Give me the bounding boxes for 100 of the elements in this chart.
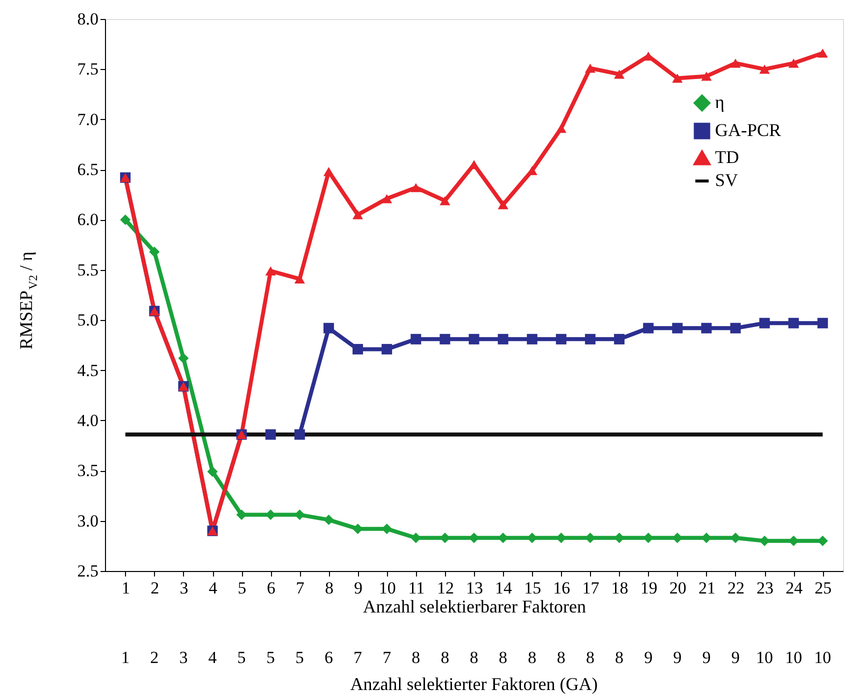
x-tick-label: 17 xyxy=(582,578,600,598)
point xyxy=(382,524,392,534)
y-tick-label: 6.5 xyxy=(77,160,98,180)
text: 8 xyxy=(470,648,478,667)
text: 9 xyxy=(702,648,711,667)
point xyxy=(382,344,392,354)
x-tick-label: 15 xyxy=(524,578,542,598)
point xyxy=(526,334,538,344)
point xyxy=(352,344,364,354)
point xyxy=(265,429,276,440)
point xyxy=(498,334,508,344)
text: 8 xyxy=(615,648,624,667)
text: 10 xyxy=(814,648,832,667)
legend-label: GA-PCR xyxy=(715,120,782,140)
x-tick-label: 13 xyxy=(466,578,483,598)
x-tick-label: 8 xyxy=(324,578,334,598)
text: 7 xyxy=(354,648,363,667)
x-tick-label: 19 xyxy=(640,578,658,598)
text: 2 xyxy=(150,648,159,667)
point xyxy=(468,160,480,170)
y-tick-label: 5.5 xyxy=(77,260,98,280)
point xyxy=(149,246,160,258)
point xyxy=(672,74,683,83)
point xyxy=(730,58,741,68)
text: 8 xyxy=(586,648,594,667)
point xyxy=(701,72,712,81)
x-tick-label: 4 xyxy=(208,578,218,598)
legend-label: TD xyxy=(715,147,739,167)
text: 8 xyxy=(528,648,536,667)
x-tick-label: 2 xyxy=(150,578,160,598)
x-tick-label: 23 xyxy=(756,578,774,598)
text: 8 xyxy=(412,648,420,667)
text: 9 xyxy=(731,648,740,667)
text: 6 xyxy=(324,648,333,667)
x-tick-label: 14 xyxy=(495,578,513,598)
point xyxy=(788,58,799,68)
point xyxy=(759,64,770,74)
text: Anzahl selektierter Faktoren (GA) xyxy=(350,674,598,694)
point xyxy=(440,196,450,206)
point xyxy=(556,124,566,133)
x-tick-label: 5 xyxy=(238,578,246,598)
x-tick-label: 18 xyxy=(611,578,628,598)
y-tick-label: 4.0 xyxy=(77,410,98,430)
y-tick-label: 5.0 xyxy=(77,310,98,330)
y-tick-label: 4.5 xyxy=(77,360,98,380)
x-tick-label: 16 xyxy=(553,578,570,598)
text: 10 xyxy=(785,648,802,667)
point xyxy=(759,318,770,328)
text: 9 xyxy=(644,648,653,667)
point xyxy=(672,322,683,334)
point xyxy=(352,210,364,220)
point xyxy=(614,70,625,79)
text: 4 xyxy=(208,648,218,667)
x-tick-label: 6 xyxy=(266,578,276,598)
x-tick-label: 9 xyxy=(354,578,363,598)
point xyxy=(817,48,828,58)
point xyxy=(498,200,508,210)
y-tick-label: 3.0 xyxy=(77,511,98,530)
point xyxy=(120,214,131,225)
point xyxy=(410,334,422,344)
x-tick-label: 7 xyxy=(296,578,305,598)
x-tick-label: 11 xyxy=(408,578,425,598)
point xyxy=(730,322,741,334)
y-tick-label: 3.5 xyxy=(77,461,98,480)
point xyxy=(323,514,334,526)
y-axis-title: RMSEPV2 / η xyxy=(16,252,40,350)
point xyxy=(323,167,334,176)
point xyxy=(701,322,712,334)
y-tick-label: 8.0 xyxy=(77,10,98,28)
point xyxy=(207,466,218,477)
point xyxy=(323,322,334,334)
text: 8 xyxy=(498,648,508,667)
y-tick-label: 6.0 xyxy=(77,210,98,230)
point xyxy=(556,334,566,344)
y-tick-label: 2.5 xyxy=(77,562,98,580)
x-tick-label: 20 xyxy=(669,578,686,598)
x-tick-label: 24 xyxy=(786,578,804,598)
legend-label: η xyxy=(715,92,724,112)
point xyxy=(440,334,450,344)
point xyxy=(584,334,596,344)
point xyxy=(178,352,189,364)
point xyxy=(817,318,828,328)
point xyxy=(788,318,799,328)
point xyxy=(382,194,392,204)
text: 5 xyxy=(295,648,304,667)
text: 5 xyxy=(266,648,275,667)
point xyxy=(614,334,625,344)
y-tick-label: 7.0 xyxy=(77,110,98,129)
text: 10 xyxy=(756,648,774,667)
text: 5 xyxy=(237,648,246,667)
text: 8 xyxy=(440,648,450,667)
text: 7 xyxy=(382,648,392,667)
y-tick-label: 7.5 xyxy=(77,60,98,79)
point xyxy=(468,334,480,344)
text: 9 xyxy=(673,648,682,667)
x-tick-label: 10 xyxy=(378,578,396,598)
text: 8 xyxy=(556,648,566,667)
text: 1 xyxy=(121,648,130,667)
x-tick-label: 21 xyxy=(698,578,716,598)
point xyxy=(643,322,654,334)
